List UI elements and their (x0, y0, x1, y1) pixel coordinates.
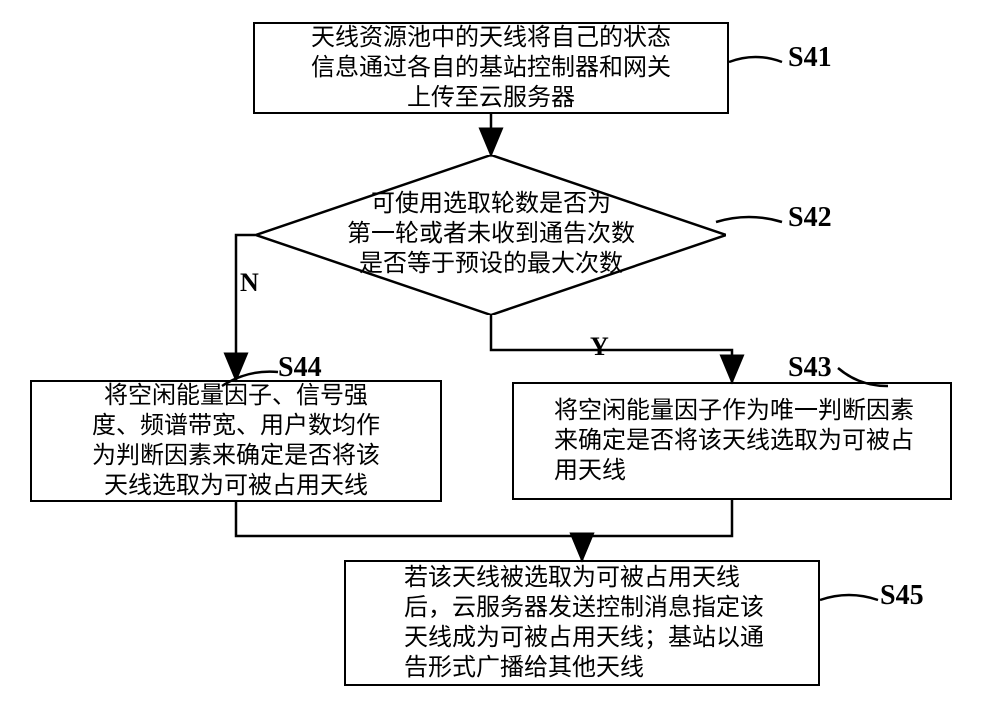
branch-label-n: N (240, 268, 259, 298)
node-s42-text: 可使用选取轮数是否为第一轮或者未收到通告次数是否等于预设的最大次数 (326, 189, 656, 279)
node-s45: 若该天线被选取为可被占用天线后，云服务器发送控制消息指定该天线成为可被占用天线；… (344, 560, 820, 686)
node-s41-text: 天线资源池中的天线将自己的状态信息通过各自的基站控制器和网关上传至云服务器 (303, 19, 679, 117)
node-s43: 将空闲能量因子作为唯一判断因素来确定是否将该天线选取为可被占用天线 (512, 382, 952, 500)
label-s45: S45 (880, 580, 924, 612)
node-s44: 将空闲能量因子、信号强度、频谱带宽、用户数均作为判断因素来确定是否将该天线选取为… (30, 380, 442, 502)
flowchart-canvas: 天线资源池中的天线将自己的状态信息通过各自的基站控制器和网关上传至云服务器 S4… (0, 0, 1000, 718)
label-s44: S44 (278, 352, 322, 384)
node-s44-text: 将空闲能量因子、信号强度、频谱带宽、用户数均作为判断因素来确定是否将该天线选取为… (84, 377, 388, 505)
label-s42: S42 (788, 202, 832, 234)
node-s42: 可使用选取轮数是否为第一轮或者未收到通告次数是否等于预设的最大次数 (256, 155, 726, 315)
branch-label-y: Y (590, 332, 609, 362)
node-s43-text: 将空闲能量因子作为唯一判断因素来确定是否将该天线选取为可被占用天线 (540, 392, 924, 490)
label-s41: S41 (788, 42, 832, 74)
node-s41: 天线资源池中的天线将自己的状态信息通过各自的基站控制器和网关上传至云服务器 (253, 22, 729, 114)
label-s43: S43 (788, 352, 832, 384)
node-s45-text: 若该天线被选取为可被占用天线后，云服务器发送控制消息指定该天线成为可被占用天线；… (390, 559, 774, 687)
